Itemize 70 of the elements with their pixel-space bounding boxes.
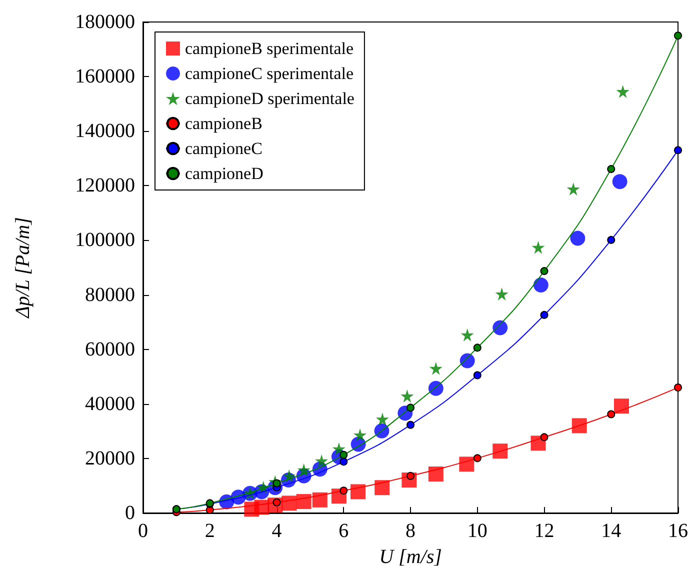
point (282, 496, 297, 511)
point (473, 371, 482, 380)
point (315, 454, 328, 468)
point (607, 236, 616, 244)
x-tick-label: 8 (406, 520, 416, 542)
y-tick-label: 120000 (75, 174, 135, 197)
point (614, 398, 629, 414)
point (459, 456, 474, 472)
point (572, 418, 587, 434)
point (492, 320, 508, 336)
point (616, 85, 630, 98)
point (460, 353, 475, 368)
x-tick-label: 16 (668, 520, 688, 542)
x-tick-label: 14 (601, 520, 622, 542)
x-tick-label: 6 (338, 520, 349, 542)
point (540, 267, 548, 276)
point (406, 404, 414, 412)
point (312, 492, 328, 508)
point (540, 310, 548, 319)
point (533, 277, 548, 292)
point (428, 380, 444, 396)
point (429, 362, 442, 375)
point (674, 384, 682, 392)
legend-label: campioneD (185, 164, 264, 183)
x-tick-label: 10 (467, 520, 488, 542)
point (340, 486, 348, 495)
point (350, 484, 366, 500)
point (376, 412, 389, 426)
point (674, 32, 682, 40)
point (206, 506, 214, 514)
point (340, 458, 348, 466)
point (406, 420, 414, 429)
point (570, 230, 586, 246)
y-tick-label: 20000 (85, 447, 135, 470)
point (460, 328, 474, 342)
y-tick-label: 180000 (75, 11, 135, 33)
y-tick-label: 0 (125, 502, 135, 524)
point (473, 454, 482, 462)
point (354, 428, 367, 442)
point (400, 389, 414, 402)
point (340, 450, 348, 459)
legend-label: campioneB (185, 114, 262, 133)
point (607, 410, 616, 418)
y-tick-label: 160000 (75, 66, 135, 88)
point (607, 165, 616, 174)
y-tick-label: 80000 (85, 284, 135, 306)
point (473, 344, 482, 352)
point (296, 494, 312, 510)
y-tick-label: 140000 (75, 120, 135, 142)
x-tick-label: 4 (272, 520, 282, 542)
legend-label: campioneD sperimentale (185, 89, 354, 108)
point (374, 480, 390, 496)
x-tick-label: 2 (204, 520, 215, 542)
point (532, 240, 545, 254)
y-tick-label: 100000 (75, 229, 135, 252)
y-tick-label: 60000 (85, 338, 135, 360)
y-tick-label: 40000 (85, 392, 135, 415)
x-tick-label: 12 (534, 520, 554, 542)
point (540, 433, 548, 442)
point (428, 466, 444, 482)
legend-label: campioneC (185, 139, 262, 158)
point (674, 146, 682, 154)
legend-label: campioneC sperimentale (185, 64, 354, 83)
x-axis-title: U [m/s] (379, 546, 442, 568)
legend-label: campioneB sperimentale (185, 39, 354, 58)
y-axis-title: Δp/L [Pa/m] (12, 217, 34, 319)
point (612, 174, 628, 190)
point (566, 182, 580, 196)
point (492, 444, 508, 459)
point (495, 287, 508, 300)
